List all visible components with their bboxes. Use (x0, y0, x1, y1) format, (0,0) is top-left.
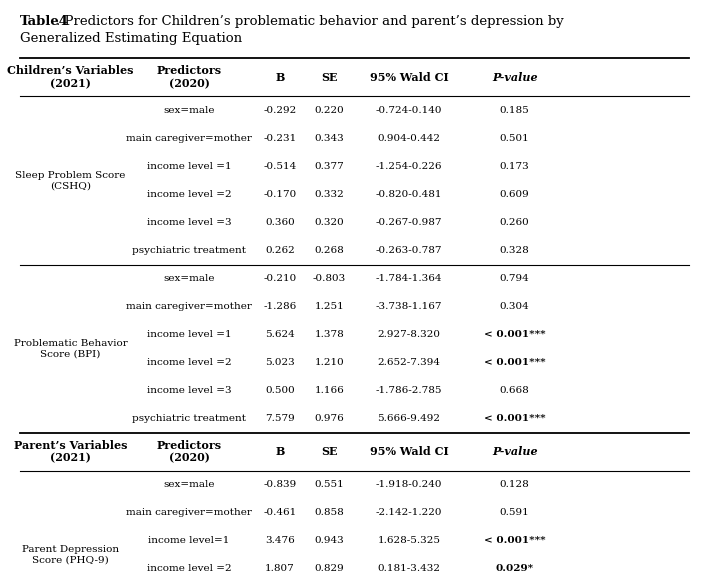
Text: -2.142-1.220: -2.142-1.220 (376, 508, 442, 517)
Text: -0.210: -0.210 (263, 274, 297, 283)
Text: 0.029*: 0.029* (496, 564, 534, 573)
Text: 1.628-5.325: 1.628-5.325 (377, 536, 441, 545)
Text: 0.181-3.432: 0.181-3.432 (377, 564, 441, 573)
Text: B: B (275, 72, 285, 83)
Text: 3.476: 3.476 (265, 536, 295, 545)
Text: -1.786-2.785: -1.786-2.785 (376, 386, 442, 395)
Text: Predictors
(2020): Predictors (2020) (157, 65, 221, 89)
Text: 1.807: 1.807 (265, 564, 295, 573)
Text: Table4: Table4 (20, 15, 69, 27)
Text: -1.254-0.226: -1.254-0.226 (376, 162, 442, 171)
Text: 0.377: 0.377 (314, 162, 344, 171)
Text: main caregiver=mother: main caregiver=mother (126, 134, 252, 143)
Text: -0.514: -0.514 (263, 162, 297, 171)
Text: 0.943: 0.943 (314, 536, 344, 545)
Text: B: B (275, 446, 285, 457)
Text: income level =2: income level =2 (147, 358, 231, 367)
Text: -0.292: -0.292 (263, 106, 297, 115)
Text: -0.461: -0.461 (263, 508, 297, 517)
Text: 0.551: 0.551 (314, 480, 344, 489)
Text: < 0.001***: < 0.001*** (484, 536, 546, 545)
Text: SE: SE (321, 72, 338, 83)
Text: < 0.001***: < 0.001*** (484, 414, 546, 423)
Text: 0.501: 0.501 (500, 134, 529, 143)
Text: -1.286: -1.286 (263, 302, 297, 311)
Text: 0.173: 0.173 (500, 162, 529, 171)
Text: 0.304: 0.304 (500, 302, 529, 311)
Text: Sleep Problem Score
(CSHQ): Sleep Problem Score (CSHQ) (16, 171, 125, 190)
Text: main caregiver=mother: main caregiver=mother (126, 302, 252, 311)
Text: 0.500: 0.500 (265, 386, 295, 395)
Text: 2.927-8.320: 2.927-8.320 (377, 330, 441, 339)
Text: -0.231: -0.231 (263, 134, 297, 143)
Text: 0.268: 0.268 (314, 246, 344, 255)
Text: income level =3: income level =3 (147, 218, 231, 227)
Text: SE: SE (321, 446, 338, 457)
Text: Children’s Variables
(2021): Children’s Variables (2021) (7, 65, 134, 89)
Text: sex=male: sex=male (163, 106, 215, 115)
Text: 95% Wald CI: 95% Wald CI (369, 72, 448, 83)
Text: . Predictors for Children’s problematic behavior and parent’s depression by: . Predictors for Children’s problematic … (56, 15, 564, 27)
Text: 0.794: 0.794 (500, 274, 529, 283)
Text: 0.668: 0.668 (500, 386, 529, 395)
Text: 0.185: 0.185 (500, 106, 529, 115)
Text: income level =3: income level =3 (147, 386, 231, 395)
Text: 5.624: 5.624 (265, 330, 295, 339)
Text: main caregiver=mother: main caregiver=mother (126, 508, 252, 517)
Text: 0.262: 0.262 (265, 246, 295, 255)
Text: -0.839: -0.839 (263, 480, 297, 489)
Text: Predictors
(2020): Predictors (2020) (157, 440, 221, 464)
Text: 0.360: 0.360 (265, 218, 295, 227)
Text: 0.609: 0.609 (500, 190, 529, 199)
Text: 1.251: 1.251 (314, 302, 344, 311)
Text: 0.591: 0.591 (500, 508, 529, 517)
Text: -3.738-1.167: -3.738-1.167 (376, 302, 442, 311)
Text: -0.820-0.481: -0.820-0.481 (376, 190, 442, 199)
Text: 5.023: 5.023 (265, 358, 295, 367)
Text: 1.210: 1.210 (314, 358, 344, 367)
Text: 0.858: 0.858 (314, 508, 344, 517)
Text: Parent Depression
Score (PHQ-9): Parent Depression Score (PHQ-9) (22, 545, 119, 565)
Text: -0.170: -0.170 (263, 190, 297, 199)
Text: 0.332: 0.332 (314, 190, 344, 199)
Text: 0.829: 0.829 (314, 564, 344, 573)
Text: psychiatric treatment: psychiatric treatment (132, 414, 246, 423)
Text: < 0.001***: < 0.001*** (484, 358, 546, 367)
Text: sex=male: sex=male (163, 480, 215, 489)
Text: sex=male: sex=male (163, 274, 215, 283)
Text: < 0.001***: < 0.001*** (484, 330, 546, 339)
Text: 0.320: 0.320 (314, 218, 344, 227)
Text: 0.220: 0.220 (314, 106, 344, 115)
Text: income level =1: income level =1 (147, 330, 231, 339)
Text: 0.328: 0.328 (500, 246, 529, 255)
Text: P-value: P-value (492, 72, 537, 83)
Text: 7.579: 7.579 (265, 414, 295, 423)
Text: 5.666-9.492: 5.666-9.492 (377, 414, 441, 423)
Text: income level =1: income level =1 (147, 162, 231, 171)
Text: psychiatric treatment: psychiatric treatment (132, 246, 246, 255)
Text: -0.267-0.987: -0.267-0.987 (376, 218, 442, 227)
Text: -0.803: -0.803 (312, 274, 346, 283)
Text: income level =2: income level =2 (147, 190, 231, 199)
Text: income level=1: income level=1 (148, 536, 230, 545)
Text: 0.343: 0.343 (314, 134, 344, 143)
Text: 2.652-7.394: 2.652-7.394 (377, 358, 441, 367)
Text: 0.260: 0.260 (500, 218, 529, 227)
Text: Generalized Estimating Equation: Generalized Estimating Equation (20, 32, 242, 45)
Text: 0.904-0.442: 0.904-0.442 (377, 134, 441, 143)
Text: -1.784-1.364: -1.784-1.364 (376, 274, 442, 283)
Text: 0.976: 0.976 (314, 414, 344, 423)
Text: income level =2: income level =2 (147, 564, 231, 573)
Text: Parent’s Variables
(2021): Parent’s Variables (2021) (14, 440, 127, 464)
Text: -0.724-0.140: -0.724-0.140 (376, 106, 442, 115)
Text: 95% Wald CI: 95% Wald CI (369, 446, 448, 457)
Text: -0.263-0.787: -0.263-0.787 (376, 246, 442, 255)
Text: 0.128: 0.128 (500, 480, 529, 489)
Text: -1.918-0.240: -1.918-0.240 (376, 480, 442, 489)
Text: 1.166: 1.166 (314, 386, 344, 395)
Text: 1.378: 1.378 (314, 330, 344, 339)
Text: Problematic Behavior
Score (BPI): Problematic Behavior Score (BPI) (13, 339, 128, 359)
Text: P-value: P-value (492, 446, 537, 457)
